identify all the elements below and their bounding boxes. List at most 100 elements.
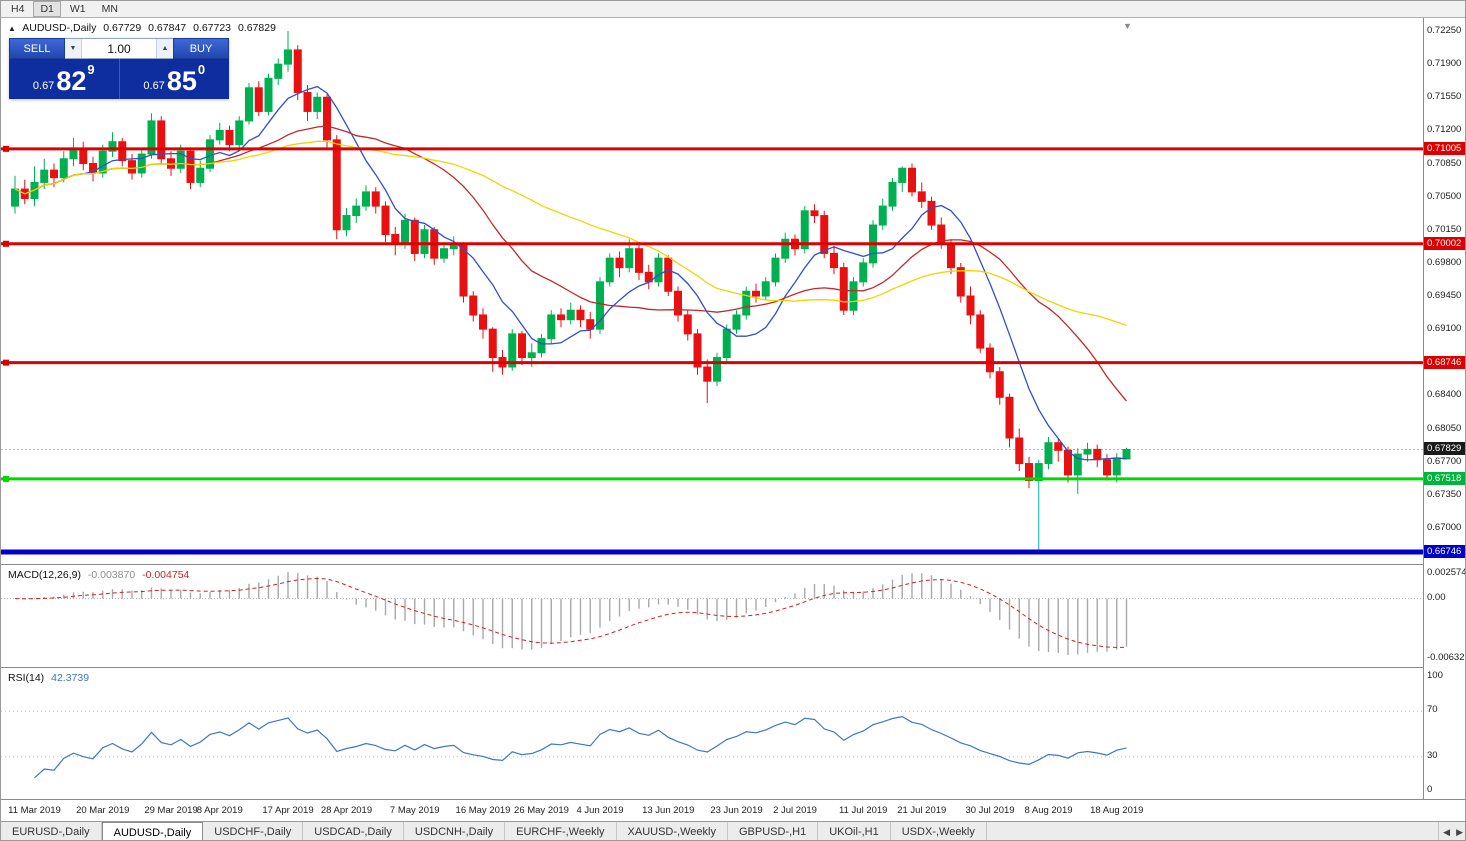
date-axis-label: 23 Jun 2019	[710, 805, 763, 816]
chart-tab-usdcaddaily[interactable]: USDCAD-,Daily	[303, 822, 404, 840]
chart-tab-audusddaily[interactable]: AUDUSD-,Daily	[101, 822, 204, 840]
macd-indicator-name: MACD(12,26,9)	[8, 569, 81, 581]
tab-scroll-controls: ◀ ▶	[1438, 822, 1465, 840]
trade-panel-toggle-icon[interactable]: ▲	[8, 24, 16, 33]
macd-histogram	[24, 572, 1128, 656]
price-chart-canvas[interactable]	[1, 19, 1423, 564]
date-axis-label: 8 Apr 2019	[196, 805, 243, 816]
chart-shift-marker-icon[interactable]: ▼	[1123, 21, 1132, 31]
price-axis-label: 0.67700	[1427, 455, 1462, 467]
rsi-axis-label: 70	[1427, 704, 1438, 716]
date-axis-label: 4 Jun 2019	[576, 805, 624, 816]
ohlc-low: 0.67723	[193, 22, 232, 34]
macd-axis-label: 0.002574	[1427, 567, 1466, 578]
date-axis-label: 28 Apr 2019	[320, 805, 373, 816]
buy-price-display[interactable]: 0.67 85 0	[120, 59, 230, 99]
sell-button[interactable]: SELL	[9, 38, 65, 59]
resistance-line-handle[interactable]	[3, 359, 9, 366]
buy-price-main: 85	[166, 66, 197, 96]
date-axis-label: 29 Mar 2019	[144, 805, 198, 816]
macd-axis-label: 0.00	[1427, 591, 1446, 603]
macd-signal-line	[14, 577, 1127, 649]
price-line-badge-0.67518: 0.67518	[1424, 471, 1465, 485]
volume-control: ▼ 1.00 ▲	[65, 38, 173, 59]
rsi-chart-canvas[interactable]	[1, 669, 1423, 799]
chart-tab-usdcnhdaily[interactable]: USDCNH-,Daily	[404, 822, 506, 840]
resistance-line-handle[interactable]	[3, 240, 9, 247]
date-axis-label: 13 Jun 2019	[642, 805, 695, 816]
sell-price-main: 82	[56, 66, 87, 96]
chart-tab-xauusdweekly[interactable]: XAUUSD-,Weekly	[617, 822, 728, 840]
macd-pane[interactable]: MACD(12,26,9) -0.003870 -0.004754	[1, 564, 1465, 667]
buy-button[interactable]: BUY	[173, 38, 229, 59]
moving-average-line-40	[14, 140, 1127, 327]
tabs-scroll-left-icon[interactable]: ◀	[1443, 826, 1451, 837]
chart-tab-gbpusdh1[interactable]: GBPUSD-,H1	[728, 822, 819, 840]
buy-price-pip: 0	[197, 62, 206, 77]
volume-decrease-button[interactable]: ▼	[65, 39, 82, 58]
macd-label: MACD(12,26,9) -0.003870 -0.004754	[8, 569, 193, 581]
price-pane[interactable]: ▲ AUDUSD-,Daily 0.67729 0.67847 0.67723 …	[1, 18, 1465, 564]
date-axis-label: 18 Aug 2019	[1090, 805, 1144, 816]
volume-increase-button[interactable]: ▲	[156, 39, 173, 58]
chart-tab-eurusddaily[interactable]: EURUSD-,Daily	[1, 822, 102, 840]
rsi-axis-label: 0	[1427, 784, 1433, 795]
chart-title: ▲ AUDUSD-,Daily 0.67729 0.67847 0.67723 …	[8, 22, 280, 34]
support-line-handle[interactable]	[3, 475, 9, 482]
date-axis-label: 21 Jul 2019	[897, 805, 947, 816]
tabs-scroll-right-icon[interactable]: ▶	[1456, 826, 1463, 837]
date-axis-label: 30 Jul 2019	[965, 805, 1015, 816]
candles	[11, 31, 1131, 552]
date-axis-label: 2 Jul 2019	[773, 805, 817, 816]
price-line-badge-0.66746: 0.66746	[1424, 544, 1465, 558]
sell-price-pip: 9	[87, 62, 95, 77]
timeframe-button-d1[interactable]: D1	[33, 1, 61, 17]
rsi-line	[34, 715, 1127, 779]
chart-tab-bar: EURUSD-,Daily AUDUSD-,Daily USDCHF-,Daily U…	[1, 821, 1465, 840]
chart-tab-usdxweekly[interactable]: USDX-,Weekly	[891, 822, 987, 840]
date-axis-label: 7 May 2019	[389, 805, 440, 816]
price-line-badge-0.68746: 0.68746	[1424, 355, 1465, 369]
price-line-badge-0.67829: 0.67829	[1424, 442, 1465, 456]
time-axis[interactable]: 11 Mar 2019 20 Mar 2019 29 Mar 2019 8 Apr 2…	[1, 799, 1465, 821]
price-axis-label: 0.71200	[1427, 124, 1462, 136]
price-axis-label: 0.71550	[1427, 91, 1462, 103]
resistance-line-handle[interactable]	[3, 145, 9, 152]
sell-price-prefix: 0.67	[32, 80, 55, 92]
price-line-badge-0.70002: 0.70002	[1424, 236, 1465, 250]
price-axis-label: 0.72250	[1427, 25, 1462, 36]
macd-chart-canvas[interactable]	[1, 566, 1423, 667]
chart-tab-eurchfweekly[interactable]: EURCHF-,Weekly	[505, 822, 617, 840]
moving-average-line-8	[14, 85, 1127, 461]
date-axis-label: 16 May 2019	[455, 805, 511, 816]
macd-signal-value: -0.004754	[142, 569, 190, 581]
price-axis-label: 0.69450	[1427, 290, 1462, 302]
ohlc-open: 0.67729	[103, 22, 142, 34]
timeframe-button-mn[interactable]: MN	[101, 3, 118, 15]
timeframe-toolbar: H4 D1 W1 MN	[1, 1, 1465, 18]
price-axis-label: 0.67000	[1427, 521, 1462, 533]
ohlc-close: 0.67829	[237, 22, 276, 34]
rsi-pane[interactable]: RSI(14) 42.3739	[1, 667, 1465, 799]
price-axis-label: 0.69100	[1427, 323, 1462, 335]
chart-tab-ukoilh1[interactable]: UKOil-,H1	[818, 822, 891, 840]
date-axis-label: 26 May 2019	[514, 805, 569, 816]
rsi-indicator-name: RSI(14)	[8, 672, 45, 684]
date-axis-label: 11 Jul 2019	[839, 805, 888, 816]
sell-price-display[interactable]: 0.67 82 9	[9, 59, 120, 99]
rsi-axis-label: 30	[1427, 749, 1438, 761]
price-axis[interactable]: 0.72250 0.71900 0.71550 0.71200 0.70850 0.705…	[1423, 18, 1466, 799]
price-axis-label: 0.70850	[1427, 157, 1462, 169]
chart-tab-usdchfdaily[interactable]: USDCHF-,Daily	[203, 822, 304, 840]
price-axis-label: 0.69800	[1427, 256, 1462, 268]
macd-axis-label: -0.006326	[1427, 652, 1466, 663]
price-line-badge-0.71005: 0.71005	[1424, 141, 1465, 155]
volume-input[interactable]: 1.00	[107, 41, 131, 56]
price-axis-label: 0.67350	[1427, 488, 1462, 500]
date-axis-label: 20 Mar 2019	[76, 805, 130, 816]
timeframe-button-w1[interactable]: W1	[69, 3, 86, 15]
date-axis-label: 17 Apr 2019	[262, 805, 314, 816]
timeframe-button-h4[interactable]: H4	[11, 3, 25, 15]
one-click-trading-panel: SELL ▼ 1.00 ▲ BUY 0.67 82 9 0.67	[9, 38, 229, 99]
